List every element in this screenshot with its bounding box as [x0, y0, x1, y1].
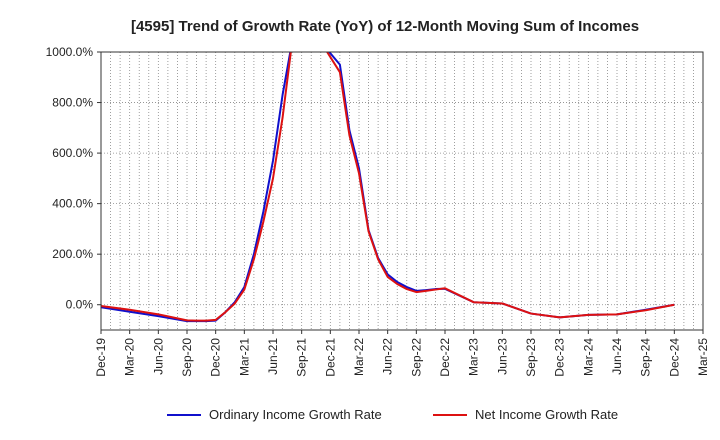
y-tick-label: 0.0% — [66, 298, 94, 312]
x-axis: Dec-19 Mar-20 Jun-20 Sep-20 Dec-20 Mar-21 Jun-… — [94, 330, 710, 377]
x-tick-label: Dec-19 — [94, 338, 108, 377]
x-tick-label: Sep-21 — [295, 338, 309, 377]
y-axis: 0.0% 200.0% 400.0% 600.0% 800.0% 1000.0% — [46, 45, 101, 312]
legend-label: Ordinary Income Growth Rate — [209, 407, 382, 422]
x-tick-label: Dec-21 — [323, 338, 337, 377]
x-tick-label: Sep-24 — [639, 338, 653, 377]
x-tick-label: Mar-21 — [237, 338, 251, 376]
y-tick-label: 600.0% — [52, 146, 93, 160]
series-line — [101, 52, 675, 322]
plot-area — [101, 52, 675, 323]
x-tick-label: Dec-20 — [209, 338, 223, 377]
x-tick-label: Sep-20 — [180, 338, 194, 377]
plot-frame — [100, 51, 704, 331]
x-tick-label: Jun-24 — [610, 338, 624, 375]
y-tick-label: 1000.0% — [46, 45, 94, 59]
x-tick-label: Jun-21 — [266, 338, 280, 375]
x-tick-label: Mar-23 — [467, 338, 481, 376]
x-tick-label: Dec-24 — [667, 338, 681, 377]
chart-title: [4595] Trend of Growth Rate (YoY) of 12-… — [131, 18, 639, 35]
x-tick-label: Mar-20 — [123, 338, 137, 376]
grid-lines — [101, 51, 703, 330]
legend: Ordinary Income Growth Rate Net Income Gr… — [167, 407, 618, 422]
x-tick-label: Jun-22 — [381, 338, 395, 375]
legend-label: Net Income Growth Rate — [475, 407, 618, 422]
x-tick-label: Jun-23 — [495, 338, 509, 375]
y-tick-label: 800.0% — [52, 96, 93, 110]
y-tick-label: 200.0% — [52, 247, 93, 261]
x-tick-label: Dec-22 — [438, 338, 452, 377]
x-tick-label: Sep-23 — [524, 338, 538, 377]
x-tick-label: Sep-22 — [409, 338, 423, 377]
x-tick-label: Mar-22 — [352, 338, 366, 376]
x-tick-label: Dec-23 — [553, 338, 567, 377]
x-tick-label: Mar-24 — [581, 338, 595, 376]
y-tick-label: 400.0% — [52, 197, 93, 211]
x-tick-label: Jun-20 — [151, 338, 165, 375]
x-tick-label: Mar-25 — [696, 338, 710, 376]
